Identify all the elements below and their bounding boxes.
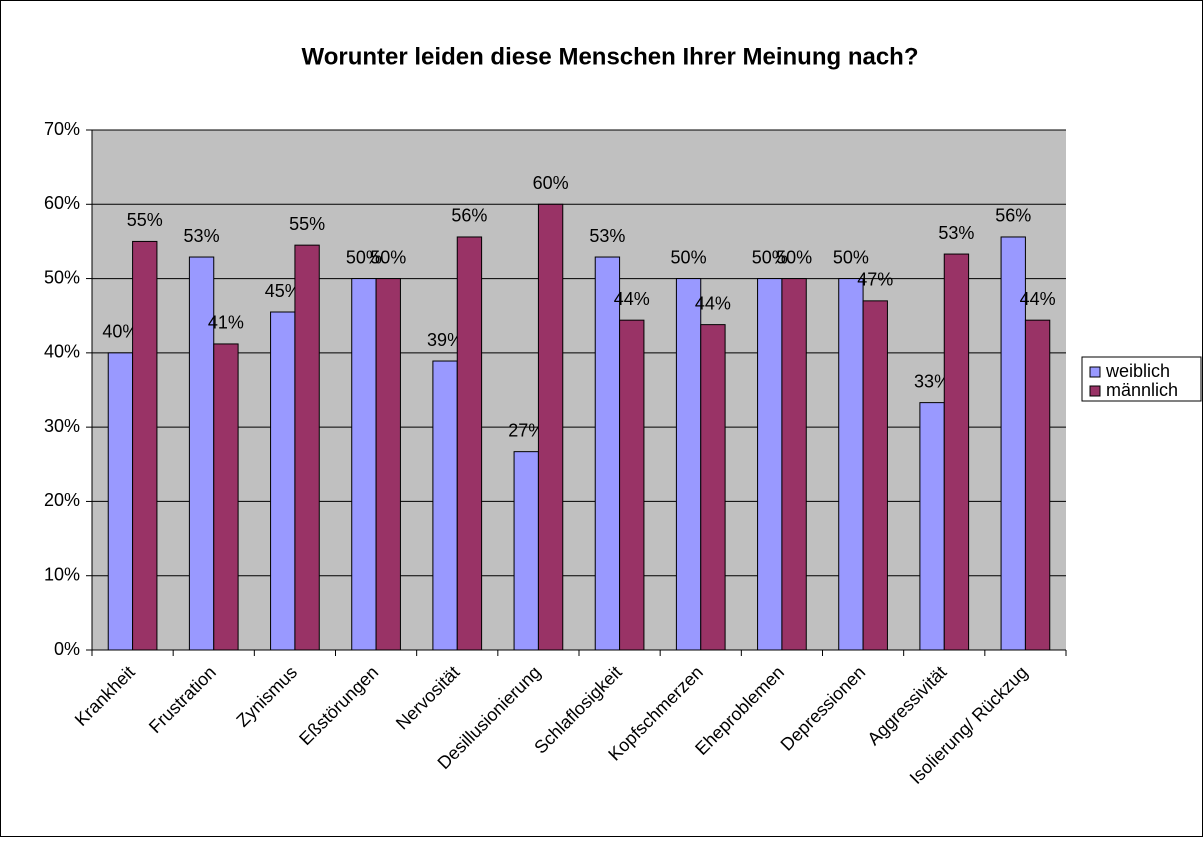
data-label: 50%	[833, 247, 869, 267]
y-tick-label: 0%	[54, 639, 80, 659]
bar	[513, 451, 539, 651]
y-tick-label: 30%	[44, 416, 80, 436]
legend-swatch	[1089, 366, 1101, 378]
bar	[270, 311, 296, 651]
bar	[862, 300, 888, 651]
data-label: 50%	[370, 247, 406, 267]
data-label: 53%	[589, 226, 625, 246]
data-label: 55%	[289, 214, 325, 234]
legend-swatch	[1089, 385, 1101, 397]
data-label: 44%	[1020, 289, 1056, 309]
data-label: 56%	[451, 206, 487, 226]
data-label: 40%	[102, 322, 138, 342]
y-tick-label: 50%	[44, 267, 80, 287]
data-label: 50%	[671, 247, 707, 267]
data-label: 39%	[427, 330, 463, 350]
legend-label: weiblich	[1105, 361, 1170, 381]
bar	[619, 319, 645, 651]
y-tick-label: 70%	[44, 119, 80, 139]
data-label: 44%	[695, 293, 731, 313]
bar	[294, 244, 320, 651]
legend-label: männlich	[1106, 380, 1178, 400]
bar	[1000, 236, 1026, 651]
bar	[838, 278, 864, 651]
bar	[700, 324, 726, 651]
y-tick-label: 20%	[44, 490, 80, 510]
data-label: 50%	[776, 247, 812, 267]
plot-area	[92, 130, 1066, 650]
data-label: 44%	[614, 289, 650, 309]
bar	[375, 278, 401, 651]
bar	[1024, 319, 1051, 651]
data-label: 33%	[914, 371, 950, 391]
data-label: 55%	[127, 210, 163, 230]
bar	[919, 402, 945, 651]
bar	[432, 360, 458, 651]
bar	[675, 278, 702, 651]
y-tick-label: 10%	[44, 564, 80, 584]
legend-box	[1081, 356, 1202, 402]
bar	[132, 240, 158, 651]
bar	[456, 236, 483, 651]
y-tick-label: 40%	[44, 342, 80, 362]
bar	[781, 278, 807, 651]
y-tick-label: 60%	[44, 193, 80, 213]
data-label: 56%	[995, 206, 1031, 226]
data-label: 41%	[208, 313, 244, 333]
data-label: 50%	[752, 247, 788, 267]
chart-title: Worunter leiden diese Menschen Ihrer Mei…	[302, 43, 919, 70]
data-label: 60%	[533, 173, 569, 193]
bar	[594, 256, 621, 651]
data-label: 27%	[508, 420, 544, 440]
bar	[213, 343, 239, 651]
data-label: 53%	[938, 223, 974, 243]
data-label: 53%	[184, 226, 220, 246]
bar	[107, 352, 134, 651]
bar	[537, 203, 564, 651]
bar	[943, 253, 970, 651]
data-label: 47%	[857, 270, 893, 290]
bar	[757, 278, 783, 651]
data-label: 50%	[346, 247, 382, 267]
data-label: 45%	[265, 281, 301, 301]
bar	[351, 278, 377, 651]
